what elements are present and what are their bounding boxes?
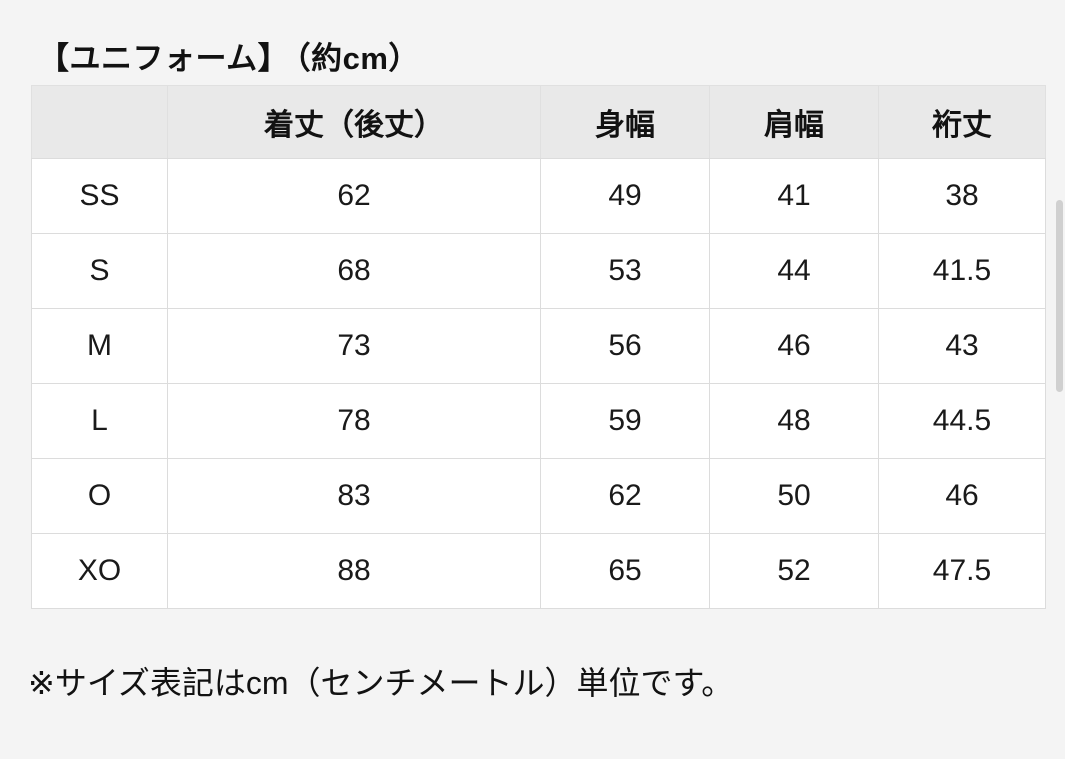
cell-chest-width: 62 — [540, 458, 710, 534]
cell-sleeve-length: 43 — [878, 308, 1046, 384]
row-header-size: SS — [31, 158, 168, 234]
cell-body-length: 73 — [167, 308, 541, 384]
column-header-shoulder-width: 肩幅 — [709, 85, 879, 159]
column-header-body-length: 着丈（後丈） — [167, 85, 541, 159]
cell-shoulder-width: 46 — [709, 308, 879, 384]
column-header-sleeve-length: 裄丈 — [878, 85, 1046, 159]
table-body: SS 62 49 41 38 S 68 53 44 41.5 M 73 56 4… — [31, 158, 1046, 609]
row-header-size: XO — [31, 533, 168, 609]
unit-footnote: ※サイズ表記はcm（センチメートル）単位です。 — [28, 665, 734, 701]
cell-body-length: 78 — [167, 383, 541, 459]
row-header-size: O — [31, 458, 168, 534]
cell-body-length: 88 — [167, 533, 541, 609]
table-row: L 78 59 48 44.5 — [31, 383, 1046, 459]
uniform-size-table: 着丈（後丈） 身幅 肩幅 裄丈 SS 62 49 41 38 S 68 53 4… — [31, 85, 1046, 609]
table-row: SS 62 49 41 38 — [31, 158, 1046, 234]
page-title-label: 【ユニフォーム】 — [38, 41, 290, 76]
table-header-row: 着丈（後丈） 身幅 肩幅 裄丈 — [31, 85, 1046, 159]
table-row: S 68 53 44 41.5 — [31, 233, 1046, 309]
page-title: 【ユニフォーム】 （約cm） — [38, 33, 420, 78]
table-row: M 73 56 46 43 — [31, 308, 1046, 384]
cell-chest-width: 59 — [540, 383, 710, 459]
cell-body-length: 62 — [167, 158, 541, 234]
cell-body-length: 83 — [167, 458, 541, 534]
scrollbar-thumb[interactable] — [1056, 200, 1063, 392]
column-header-size — [31, 85, 168, 159]
cell-shoulder-width: 52 — [709, 533, 879, 609]
cell-shoulder-width: 41 — [709, 158, 879, 234]
cell-sleeve-length: 38 — [878, 158, 1046, 234]
table-row: O 83 62 50 46 — [31, 458, 1046, 534]
table-header: 着丈（後丈） 身幅 肩幅 裄丈 — [31, 85, 1046, 159]
vertical-scrollbar[interactable] — [1054, 0, 1065, 759]
cell-chest-width: 53 — [540, 233, 710, 309]
cell-shoulder-width: 48 — [709, 383, 879, 459]
cell-sleeve-length: 41.5 — [878, 233, 1046, 309]
cell-body-length: 68 — [167, 233, 541, 309]
cell-shoulder-width: 50 — [709, 458, 879, 534]
cell-shoulder-width: 44 — [709, 233, 879, 309]
row-header-size: L — [31, 383, 168, 459]
cell-sleeve-length: 44.5 — [878, 383, 1046, 459]
page-title-unit-note: （約cm） — [295, 41, 420, 76]
cell-chest-width: 49 — [540, 158, 710, 234]
cell-sleeve-length: 46 — [878, 458, 1046, 534]
row-header-size: M — [31, 308, 168, 384]
table-row: XO 88 65 52 47.5 — [31, 533, 1046, 609]
cell-chest-width: 65 — [540, 533, 710, 609]
cell-sleeve-length: 47.5 — [878, 533, 1046, 609]
column-header-chest-width: 身幅 — [540, 85, 710, 159]
cell-chest-width: 56 — [540, 308, 710, 384]
row-header-size: S — [31, 233, 168, 309]
